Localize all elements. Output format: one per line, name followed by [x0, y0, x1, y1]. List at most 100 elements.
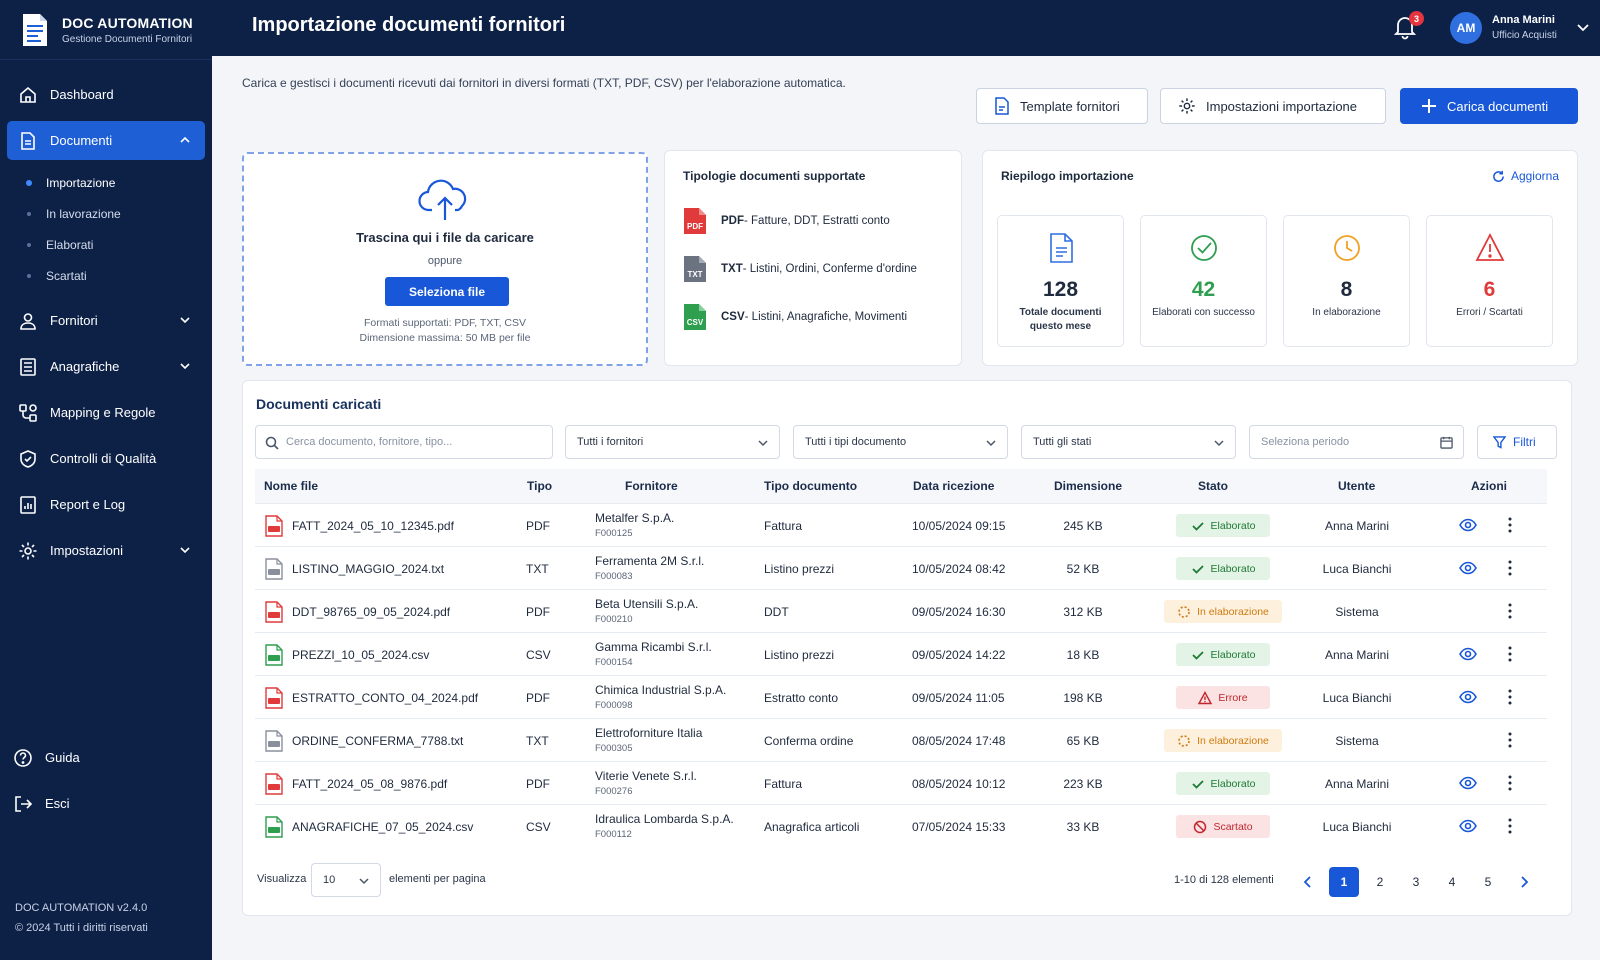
chevron-down-icon [1214, 440, 1224, 447]
bell-icon[interactable] [1392, 14, 1418, 40]
sidebar-item-mapping[interactable]: Mapping e Regole [7, 393, 205, 432]
prev-page-button[interactable] [1293, 867, 1323, 897]
stat-label: Totale documenti questo mese [1019, 307, 1102, 332]
sidebar-item-dashboard[interactable]: Dashboard [7, 75, 205, 114]
status-filter[interactable]: Tutti gli stati [1021, 425, 1236, 459]
col-header[interactable]: Tipo documento [764, 479, 858, 493]
sidebar-item-fornitori[interactable]: Fornitori [7, 301, 205, 340]
page-button-3[interactable]: 3 [1412, 875, 1420, 889]
supplier: Viterie Venete S.r.l. F000276 [595, 769, 697, 797]
eye-icon[interactable] [1459, 647, 1477, 661]
page-button-5[interactable]: 5 [1484, 875, 1492, 889]
file-name[interactable]: DDT_98765_09_05_2024.pdf [292, 605, 451, 619]
more-actions-icon[interactable] [1507, 516, 1513, 534]
table-row[interactable]: ESTRATTO_CONTO_04_2024.pdf PDF Chimica Ind… [255, 675, 1547, 719]
file-name[interactable]: PREZZI_10_05_2024.csv [292, 648, 430, 662]
period-picker[interactable]: Seleziona periodo [1249, 425, 1464, 459]
table-row[interactable]: FATT_2024_05_08_9876.pdf PDF Viterie Venet… [255, 761, 1547, 805]
supplier-filter[interactable]: Tutti i fornitori [565, 425, 780, 459]
next-page-button[interactable] [1509, 867, 1539, 897]
user: Sistema [1335, 605, 1379, 619]
sidebar-item-anagrafiche[interactable]: Anagrafiche [7, 347, 205, 386]
more-actions-icon[interactable] [1507, 817, 1513, 835]
col-header[interactable]: Data ricezione [913, 479, 995, 493]
supplier-name: Elettroforniture Italia [595, 726, 703, 740]
doc-type: Anagrafica articoli [764, 820, 860, 834]
refresh-button[interactable]: Aggiorna [1492, 169, 1559, 183]
doc-type: Fattura [764, 519, 803, 533]
file-size: 198 KB [1063, 691, 1103, 705]
table-row[interactable]: PREZZI_10_05_2024.csv CSV Gamma Ricambi S.… [255, 632, 1547, 676]
col-header[interactable]: Tipo [527, 479, 553, 493]
import-summary-card: Riepilogo importazione Aggiorna 128 Tota… [982, 150, 1578, 366]
file-name[interactable]: FATT_2024_05_10_12345.pdf [292, 519, 454, 533]
col-header[interactable]: Stato [1198, 479, 1228, 493]
file-name[interactable]: FATT_2024_05_08_9876.pdf [292, 777, 448, 791]
carica-documenti-button[interactable]: Carica documenti [1400, 88, 1578, 124]
sidebar-footer: DOC AUTOMATION v2.4.0 © 2024 Tutti i dir… [15, 898, 148, 938]
sidebar-item-report[interactable]: Report e Log [7, 485, 205, 524]
sidebar-subitem-in-lavorazione[interactable]: In lavorazione [0, 198, 212, 229]
search-input[interactable]: Cerca documento, fornitore, tipo... [255, 425, 553, 459]
sidebar-subitem-scartati[interactable]: Scartati [0, 260, 212, 291]
table-row[interactable]: ANAGRAFICHE_07_05_2024.csv CSV Idraulica L… [255, 804, 1547, 848]
eye-icon[interactable] [1459, 690, 1477, 704]
avatar[interactable]: AM [1450, 12, 1482, 44]
file-name[interactable]: ORDINE_CONFERMA_7788.txt [292, 734, 464, 748]
filters-button[interactable]: Filtri [1477, 425, 1557, 459]
sidebar-item-impostazioni[interactable]: Impostazioni [7, 531, 205, 570]
sidebar-item-esci[interactable]: Esci [7, 784, 205, 823]
type-row-csv: CSV CSV - Listini, Anagrafiche, Moviment… [683, 303, 907, 331]
more-actions-icon[interactable] [1507, 645, 1513, 663]
sidebar-item-documenti[interactable]: Documenti [7, 121, 205, 160]
stat-processing: 8 In elaborazione [1283, 215, 1410, 347]
page-button-1[interactable]: 1 [1329, 867, 1359, 897]
more-actions-icon[interactable] [1507, 774, 1513, 792]
file-name[interactable]: ESTRATTO_CONTO_04_2024.pdf [292, 691, 479, 705]
table-row[interactable]: DDT_98765_09_05_2024.pdf PDF Beta Utensili… [255, 589, 1547, 633]
sidebar-item-guida[interactable]: Guida [7, 738, 205, 777]
select-file-button[interactable]: Seleziona file [385, 277, 509, 306]
col-header[interactable]: Dimensione [1054, 479, 1123, 493]
sidebar-item-controlli[interactable]: Controlli di Qualità [7, 439, 205, 478]
eye-icon[interactable] [1459, 561, 1477, 575]
chevron-down-icon [180, 363, 190, 370]
col-header[interactable]: Fornitore [625, 479, 678, 493]
supplier: Metalfer S.p.A. F000125 [595, 511, 674, 539]
document-icon [995, 97, 1009, 115]
file-name[interactable]: ANAGRAFICHE_07_05_2024.csv [292, 820, 474, 834]
gear-icon [19, 542, 37, 559]
more-actions-icon[interactable] [1507, 559, 1513, 577]
more-actions-icon[interactable] [1507, 688, 1513, 706]
doctype-filter[interactable]: Tutti i tipi documento [793, 425, 1008, 459]
file-dropzone[interactable]: Trascina qui i file da caricare oppure S… [242, 152, 648, 366]
sidebar-subitem-elaborati[interactable]: Elaborati [0, 229, 212, 260]
table-row[interactable]: ORDINE_CONFERMA_7788.txt TXT Elettrofornit… [255, 718, 1547, 762]
page-button-2[interactable]: 2 [1376, 875, 1384, 889]
file-name[interactable]: LISTINO_MAGGIO_2024.txt [292, 562, 445, 576]
impostazioni-importazione-button[interactable]: Impostazioni importazione [1160, 88, 1386, 124]
col-header[interactable]: Nome file [264, 479, 319, 493]
per-page-select[interactable]: 10 [311, 863, 381, 897]
top-bar: Importazione documenti fornitori 3 AM An… [212, 0, 1600, 56]
sidebar-item-label: Esci [45, 796, 70, 811]
txt-file-icon: TXT [684, 256, 706, 282]
more-actions-icon[interactable] [1507, 602, 1513, 620]
col-header[interactable]: Utente [1338, 479, 1376, 493]
eye-icon[interactable] [1459, 776, 1477, 790]
eye-icon[interactable] [1459, 819, 1477, 833]
sidebar-item-label: Documenti [50, 133, 113, 148]
page-button-4[interactable]: 4 [1448, 875, 1456, 889]
more-actions-icon[interactable] [1507, 731, 1513, 749]
template-fornitori-button[interactable]: Template fornitori [976, 88, 1148, 124]
status-badge: Elaborato [1176, 772, 1270, 795]
table-row[interactable]: LISTINO_MAGGIO_2024.txt TXT Ferramenta 2M … [255, 546, 1547, 590]
col-header[interactable]: Azioni [1471, 479, 1507, 493]
chevron-down-icon[interactable] [1576, 20, 1590, 34]
sidebar-bottom-nav: Guida Esci [0, 738, 212, 830]
sidebar-subitem-importazione[interactable]: Importazione [0, 167, 212, 198]
table-row[interactable]: FATT_2024_05_10_12345.pdf PDF Metalfer S.p… [255, 503, 1547, 547]
user: Anna Marini [1324, 519, 1390, 533]
csv-file-icon [265, 816, 283, 838]
eye-icon[interactable] [1459, 518, 1477, 532]
